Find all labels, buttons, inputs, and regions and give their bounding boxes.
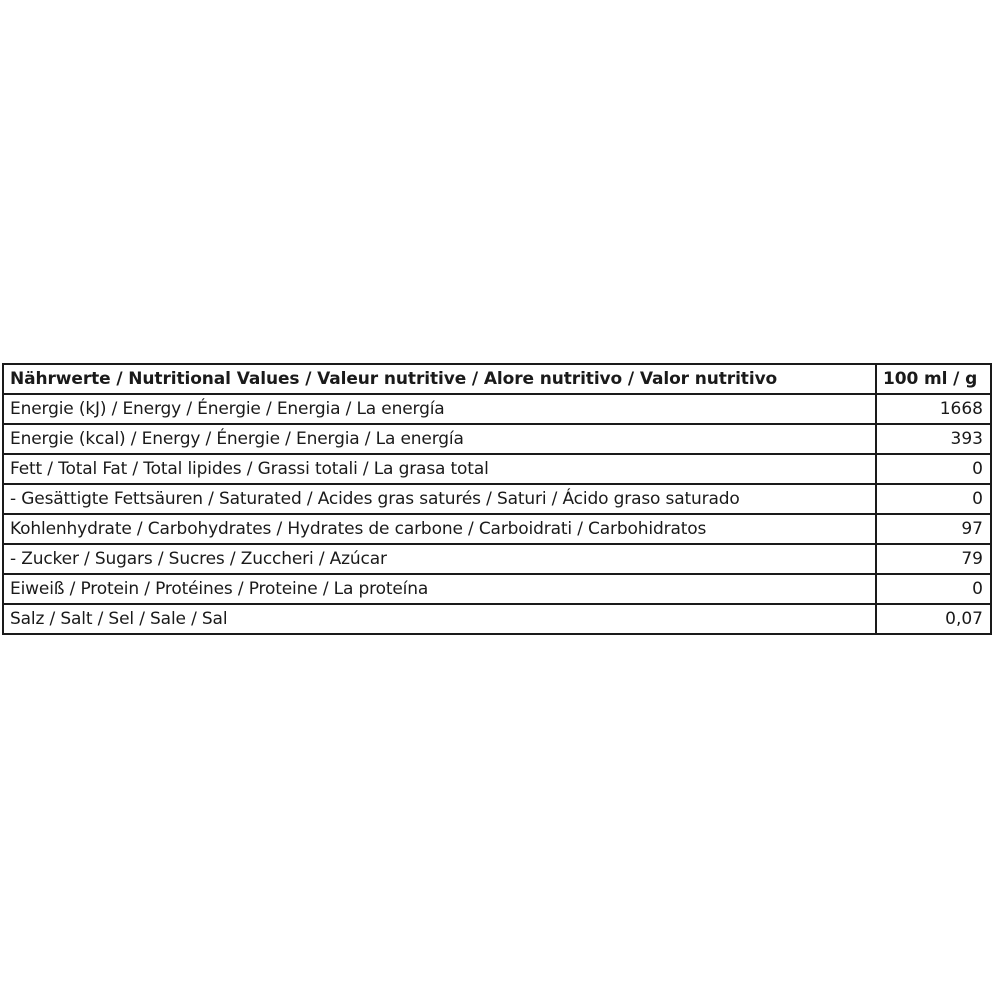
column-header-nutrient: Nährwerte / Nutritional Values / Valeur … [2, 363, 877, 395]
nutrient-label: Energie (kJ) / Energy / Énergie / Energi… [2, 393, 877, 425]
nutrient-value: 0 [875, 453, 992, 485]
table-row: Salz / Salt / Sel / Sale / Sal 0,07 [2, 603, 992, 635]
nutrient-label: Fett / Total Fat / Total lipides / Grass… [2, 453, 877, 485]
nutrient-value: 1668 [875, 393, 992, 425]
table-row: Fett / Total Fat / Total lipides / Grass… [2, 453, 992, 485]
table-header-row: Nährwerte / Nutritional Values / Valeur … [2, 363, 992, 395]
nutrient-value: 0,07 [875, 603, 992, 635]
nutrient-value: 393 [875, 423, 992, 455]
nutrient-value: 97 [875, 513, 992, 545]
nutrient-label: - Gesättigte Fettsäuren / Saturated / Ac… [2, 483, 877, 515]
nutrient-value: 79 [875, 543, 992, 575]
table-row: - Zucker / Sugars / Sucres / Zuccheri / … [2, 543, 992, 575]
nutrient-label: Energie (kcal) / Energy / Énergie / Ener… [2, 423, 877, 455]
nutrition-facts-table: Nährwerte / Nutritional Values / Valeur … [2, 363, 992, 635]
nutrient-label: Salz / Salt / Sel / Sale / Sal [2, 603, 877, 635]
nutrition-table-container: Nährwerte / Nutritional Values / Valeur … [2, 363, 992, 635]
table-body: Energie (kJ) / Energy / Énergie / Energi… [2, 393, 992, 635]
nutrient-label: Eiweiß / Protein / Protéines / Proteine … [2, 573, 877, 605]
table-row: - Gesättigte Fettsäuren / Saturated / Ac… [2, 483, 992, 515]
nutrient-label: - Zucker / Sugars / Sucres / Zuccheri / … [2, 543, 877, 575]
table-header: Nährwerte / Nutritional Values / Valeur … [2, 363, 992, 395]
table-row: Energie (kJ) / Energy / Énergie / Energi… [2, 393, 992, 425]
table-row: Kohlenhydrate / Carbohydrates / Hydrates… [2, 513, 992, 545]
table-row: Energie (kcal) / Energy / Énergie / Ener… [2, 423, 992, 455]
column-header-serving: 100 ml / g [875, 363, 992, 395]
table-row: Eiweiß / Protein / Protéines / Proteine … [2, 573, 992, 605]
nutrient-value: 0 [875, 483, 992, 515]
nutrient-value: 0 [875, 573, 992, 605]
nutrient-label: Kohlenhydrate / Carbohydrates / Hydrates… [2, 513, 877, 545]
